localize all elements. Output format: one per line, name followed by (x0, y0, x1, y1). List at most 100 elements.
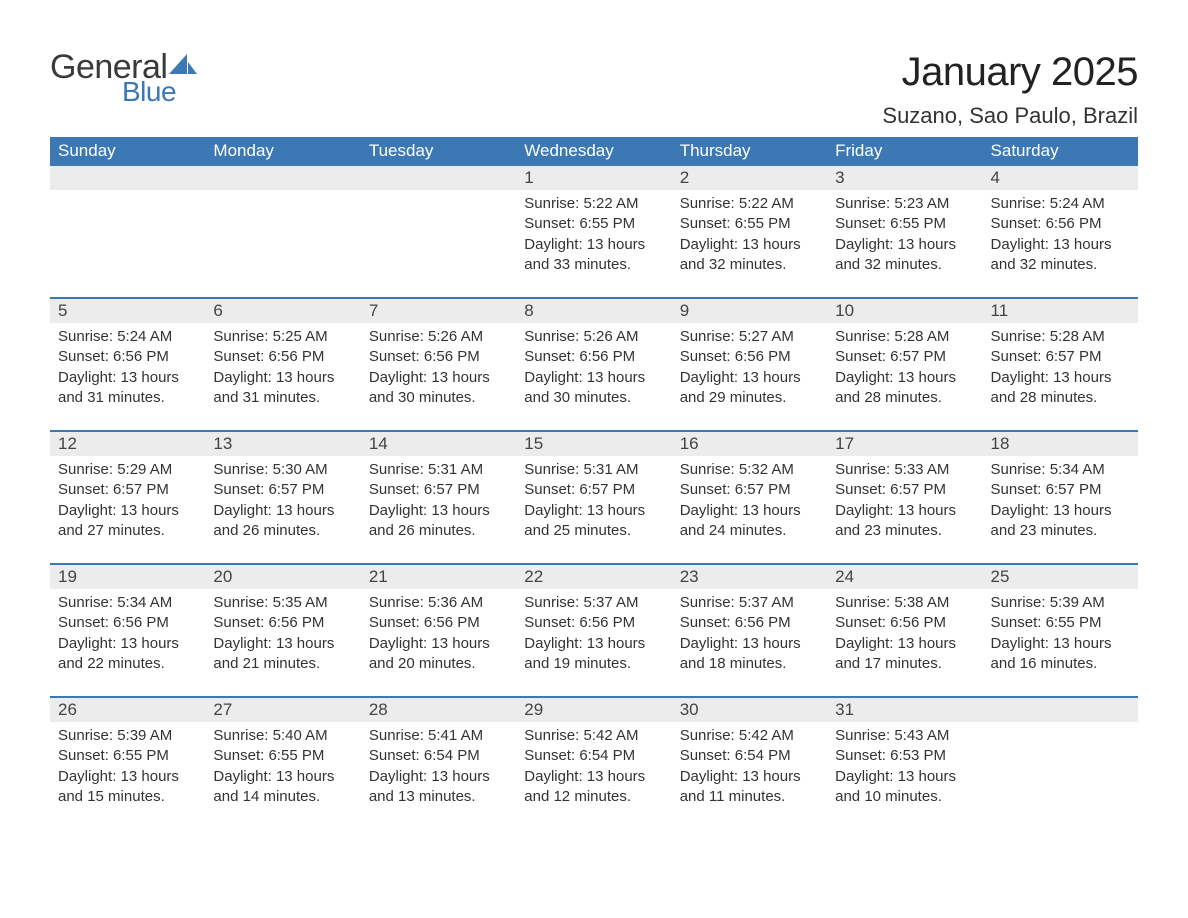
month-title: January 2025 (882, 50, 1138, 95)
daylight-minutes: 32 (864, 256, 881, 273)
daylight-line-2: and 26 minutes. (369, 521, 510, 541)
daylight-line-2: and 26 minutes. (213, 521, 354, 541)
daylight-minutes: 32 (1020, 256, 1037, 273)
daylight-line-1: Daylight: 13 hours (524, 501, 665, 521)
daylight-hours: 13 (742, 502, 759, 519)
daylight-hours: 13 (742, 635, 759, 652)
sunset-line: Sunset: 6:55 PM (680, 214, 821, 234)
daylight-line-2: and 24 minutes. (680, 521, 821, 541)
daylight-line-2: and 17 minutes. (835, 654, 976, 674)
daylight-hours: 13 (587, 369, 604, 386)
sunrise-line: Sunrise: 5:41 AM (369, 726, 510, 746)
day-number: 11 (983, 299, 1138, 323)
day-number-row: 2 (672, 166, 827, 190)
sunrise-value: 5:32 AM (739, 461, 794, 478)
calendar-cell: 17Sunrise: 5:33 AMSunset: 6:57 PMDayligh… (827, 432, 982, 564)
day-number-row: 8 (516, 299, 671, 323)
daylight-hours: 13 (587, 768, 604, 785)
daylight-minutes: 17 (864, 655, 881, 672)
day-number-row: 1 (516, 166, 671, 190)
sunset-line: Sunset: 6:56 PM (369, 347, 510, 367)
sunset-line: Sunset: 6:54 PM (524, 746, 665, 766)
daylight-hours: 13 (898, 236, 915, 253)
day-body: Sunrise: 5:26 AMSunset: 6:56 PMDaylight:… (516, 323, 671, 412)
daylight-hours: 13 (1053, 502, 1070, 519)
day-number: 3 (827, 166, 982, 190)
daylight-hours: 13 (276, 502, 293, 519)
sunset-line: Sunset: 6:56 PM (213, 613, 354, 633)
sunset-line: Sunset: 6:56 PM (680, 613, 821, 633)
day-number: 15 (516, 432, 671, 456)
calendar-cell: 4Sunrise: 5:24 AMSunset: 6:56 PMDaylight… (983, 166, 1138, 298)
daylight-line-2: and 10 minutes. (835, 787, 976, 807)
calendar-thead: SundayMondayTuesdayWednesdayThursdayFrid… (50, 137, 1138, 166)
calendar-cell: 29Sunrise: 5:42 AMSunset: 6:54 PMDayligh… (516, 698, 671, 830)
sunset-line: Sunset: 6:55 PM (835, 214, 976, 234)
sunrise-value: 5:37 AM (583, 594, 638, 611)
day-body: Sunrise: 5:34 AMSunset: 6:56 PMDaylight:… (50, 589, 205, 678)
sunset-line: Sunset: 6:56 PM (58, 347, 199, 367)
daylight-hours: 13 (742, 236, 759, 253)
daylight-line-2: and 19 minutes. (524, 654, 665, 674)
daylight-line-1: Daylight: 13 hours (58, 368, 199, 388)
sunrise-line: Sunrise: 5:36 AM (369, 593, 510, 613)
daylight-minutes: 33 (553, 256, 570, 273)
daylight-line-2: and 12 minutes. (524, 787, 665, 807)
sunset-value: 6:55 PM (1046, 614, 1102, 631)
day-number: 19 (50, 565, 205, 589)
day-body: Sunrise: 5:28 AMSunset: 6:57 PMDaylight:… (827, 323, 982, 412)
sunrise-line: Sunrise: 5:42 AM (524, 726, 665, 746)
sunrise-value: 5:28 AM (1050, 328, 1105, 345)
day-number-row: 17 (827, 432, 982, 456)
sunrise-line: Sunrise: 5:22 AM (680, 194, 821, 214)
sunrise-line: Sunrise: 5:25 AM (213, 327, 354, 347)
calendar-cell (983, 698, 1138, 830)
sunset-line: Sunset: 6:55 PM (524, 214, 665, 234)
calendar-cell: 2Sunrise: 5:22 AMSunset: 6:55 PMDaylight… (672, 166, 827, 298)
daylight-line-2: and 32 minutes. (991, 255, 1132, 275)
sunrise-value: 5:27 AM (739, 328, 794, 345)
sunset-line: Sunset: 6:57 PM (835, 347, 976, 367)
sunrise-value: 5:40 AM (273, 727, 328, 744)
sunrise-line: Sunrise: 5:39 AM (58, 726, 199, 746)
daylight-line-1: Daylight: 13 hours (680, 368, 821, 388)
day-body: Sunrise: 5:28 AMSunset: 6:57 PMDaylight:… (983, 323, 1138, 412)
sunrise-value: 5:39 AM (1050, 594, 1105, 611)
day-body: Sunrise: 5:24 AMSunset: 6:56 PMDaylight:… (983, 190, 1138, 279)
daylight-line-2: and 30 minutes. (369, 388, 510, 408)
daylight-line-2: and 33 minutes. (524, 255, 665, 275)
sunrise-value: 5:35 AM (273, 594, 328, 611)
daylight-minutes: 31 (243, 389, 260, 406)
daylight-hours: 13 (1053, 369, 1070, 386)
sunset-line: Sunset: 6:56 PM (835, 613, 976, 633)
day-header: Wednesday (516, 137, 671, 166)
calendar-cell: 20Sunrise: 5:35 AMSunset: 6:56 PMDayligh… (205, 565, 360, 697)
sunset-value: 6:56 PM (890, 614, 946, 631)
daylight-hours: 13 (587, 635, 604, 652)
calendar-cell: 27Sunrise: 5:40 AMSunset: 6:55 PMDayligh… (205, 698, 360, 830)
day-number-row: 26 (50, 698, 205, 722)
day-number: 31 (827, 698, 982, 722)
daylight-line-1: Daylight: 13 hours (58, 501, 199, 521)
sunrise-line: Sunrise: 5:34 AM (58, 593, 199, 613)
day-number-row: 7 (361, 299, 516, 323)
day-number: 10 (827, 299, 982, 323)
sunset-value: 6:56 PM (1046, 215, 1102, 232)
daylight-line-1: Daylight: 13 hours (991, 235, 1132, 255)
calendar-cell: 30Sunrise: 5:42 AMSunset: 6:54 PMDayligh… (672, 698, 827, 830)
calendar-week: 1Sunrise: 5:22 AMSunset: 6:55 PMDaylight… (50, 166, 1138, 298)
daylight-hours: 13 (276, 768, 293, 785)
sunset-value: 6:55 PM (113, 747, 169, 764)
day-number: 21 (361, 565, 516, 589)
day-number-row: 5 (50, 299, 205, 323)
sunrise-line: Sunrise: 5:30 AM (213, 460, 354, 480)
daylight-minutes: 13 (398, 788, 415, 805)
daylight-minutes: 18 (709, 655, 726, 672)
day-body: Sunrise: 5:29 AMSunset: 6:57 PMDaylight:… (50, 456, 205, 545)
sunset-value: 6:56 PM (268, 614, 324, 631)
sunrise-line: Sunrise: 5:31 AM (369, 460, 510, 480)
logo-word-blue: Blue (122, 78, 197, 106)
sunset-value: 6:56 PM (579, 614, 635, 631)
sunset-value: 6:57 PM (890, 348, 946, 365)
daylight-hours: 13 (121, 369, 138, 386)
